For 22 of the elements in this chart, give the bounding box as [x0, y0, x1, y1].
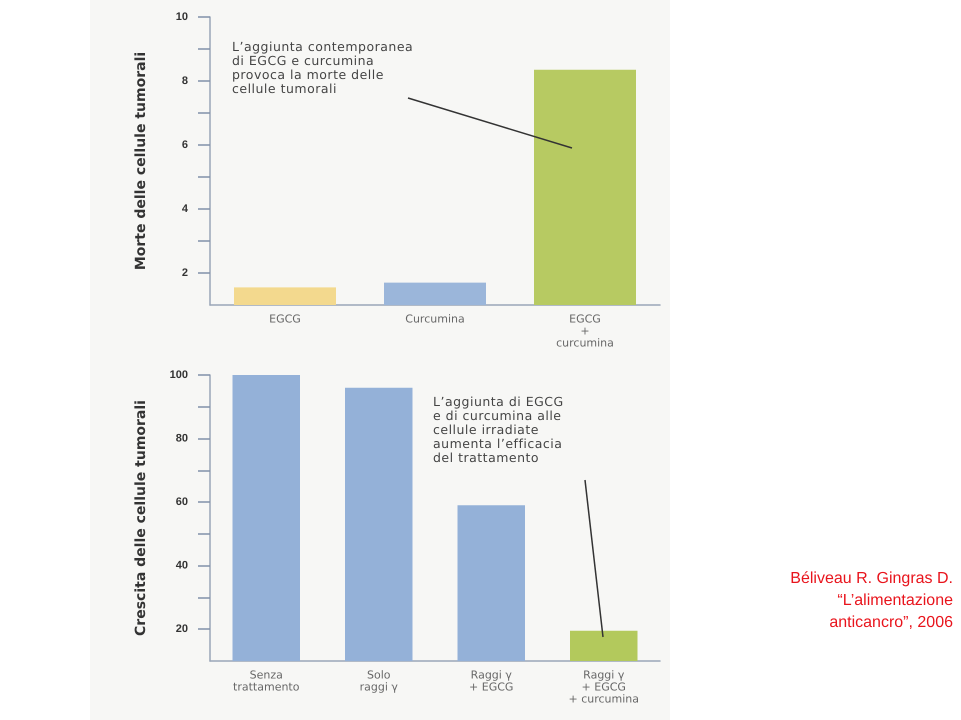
x-tick-label: Raggi γ + EGCG	[469, 668, 514, 694]
y-tick-label: 100	[170, 369, 188, 381]
x-tick-label: Raggi γ + EGCG + curcumina	[568, 668, 640, 706]
y-tick-label: 60	[176, 496, 188, 508]
x-tick-label: EGCG	[269, 312, 301, 326]
y-axis-title: Morte delle cellule tumorali	[133, 52, 149, 270]
x-tick-label: EGCG + curcumina	[556, 312, 614, 350]
y-tick-label: 20	[176, 623, 188, 636]
y-tick-label: 6	[182, 139, 188, 151]
x-tick-label: Senza trattamento	[233, 668, 300, 694]
x-tick-label: Solo raggi γ	[360, 668, 398, 694]
y-tick-label: 80	[176, 432, 188, 445]
text: Béliveau R. Gingras D. “L’alimentazione anticancro”, 2006	[789, 569, 953, 633]
annotation: L’aggiunta di EGCG e di curcumina alle cellule irradiate aumenta l’efficacia del trattamento	[433, 394, 564, 465]
y-tick-label: 40	[176, 560, 188, 572]
y-tick-label: 2	[182, 267, 188, 279]
y-tick-label: 10	[176, 11, 188, 23]
y-tick-label: 8	[182, 75, 188, 87]
y-axis-title: Crescita delle cellule tumorali	[133, 400, 149, 636]
annotation: L’aggiunta contemporanea di EGCG e curcumina provoca la morte delle cellule tumorali	[232, 39, 414, 96]
x-tick-label: Curcumina	[405, 312, 465, 326]
y-tick-label: 4	[182, 203, 189, 215]
